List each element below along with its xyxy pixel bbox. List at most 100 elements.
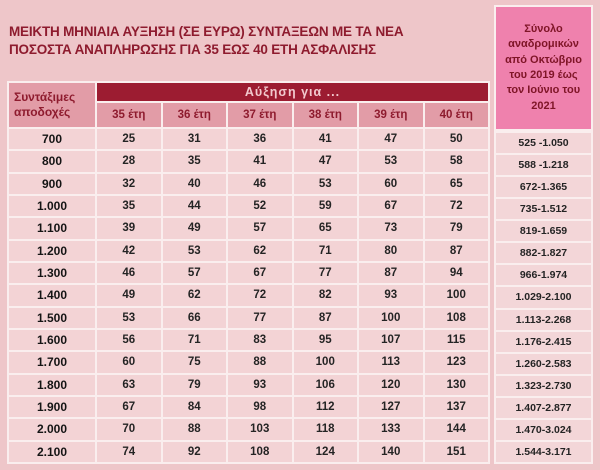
increase-cell: 83 [226,327,294,353]
table-header: Συντάξιμες αποδοχές Αύξηση για ... 35 έτ… [7,81,490,129]
table-row: 2.000 70 88 103 118 133 144 [7,417,490,442]
increase-cell: 84 [160,394,228,420]
retro-range-cell: 1.176-2.415 [494,331,593,354]
increase-cell: 82 [291,283,359,308]
year-header-cell: 39 έτη [357,101,425,129]
salary-cell: 2.100 [7,439,97,465]
increase-cell: 57 [226,216,294,241]
increase-cell: 41 [226,149,294,174]
increase-cell: 57 [160,260,228,286]
increase-cell: 72 [226,283,294,308]
increase-cell: 87 [357,260,425,286]
increase-cell: 53 [291,171,359,196]
salary-cell: 800 [7,149,97,174]
increase-cell: 71 [291,238,359,263]
retro-values: 525 -1.050 588 -1.218 672-1.365 735-1.512 81… [494,131,593,464]
increase-table: Συντάξιμες αποδοχές Αύξηση για ... 35 έτ… [7,81,490,465]
increase-cell: 75 [160,350,228,375]
increase-cell: 73 [357,216,425,241]
year-header-row: 35 έτη 36 έτη 37 έτη 38 έτη 39 έτη 40 έτ… [8,101,490,129]
increase-cell: 123 [422,350,490,375]
table-row: 1.900 67 84 98 112 127 137 [7,394,490,420]
increase-cell: 133 [357,417,425,442]
increase-cell: 31 [160,126,228,152]
increase-cell: 41 [291,126,359,152]
increase-cell: 87 [422,238,490,263]
retro-range-cell: 735-1.512 [494,199,593,222]
increase-cell: 151 [422,439,490,465]
increase-cell: 25 [95,126,163,152]
increase-cell: 56 [95,327,163,353]
increase-cell: 137 [422,394,490,420]
increase-cell: 100 [291,350,359,375]
group-header-cell: Αύξηση για ... [95,81,490,103]
increase-cell: 63 [95,372,163,397]
increase-cell: 112 [291,394,359,420]
retro-range-cell: 1.544-3.171 [494,441,593,464]
increase-cell: 118 [291,417,359,442]
increase-cell: 92 [160,439,228,465]
salary-cell: 700 [7,126,97,152]
increase-cell: 62 [226,238,294,263]
table-row: 1.700 60 75 88 100 113 123 [7,350,490,375]
main-column: ΜΕΙΚΤΗ ΜΗΝΙΑΙΑ ΑΥΞΗΣΗ (ΣΕ ΕΥΡΩ) ΣΥΝΤΑΞΕΩ… [7,5,490,465]
increase-cell: 40 [160,171,228,196]
table-row: 1.000 35 44 52 59 67 72 [7,193,490,219]
retro-range-cell: 525 -1.050 [494,131,593,156]
table-row: 2.100 74 92 108 124 140 151 [7,439,490,465]
year-header-cell: 36 έτη [160,101,228,129]
increase-cell: 80 [357,238,425,263]
table-title: ΜΕΙΚΤΗ ΜΗΝΙΑΙΑ ΑΥΞΗΣΗ (ΣΕ ΕΥΡΩ) ΣΥΝΤΑΞΕΩ… [7,5,490,81]
increase-cell: 52 [226,193,294,219]
salary-cell: 1.100 [7,216,97,241]
increase-cell: 53 [160,238,228,263]
salary-cell: 1.600 [7,327,97,353]
table-row: 1.500 53 66 77 87 100 108 [7,305,490,330]
increase-cell: 65 [422,171,490,196]
table-row: 900 32 40 46 53 60 65 [7,171,490,196]
increase-cell: 67 [226,260,294,286]
increase-cell: 106 [291,372,359,397]
salary-cell: 2.000 [7,417,97,442]
increase-cell: 60 [357,171,425,196]
table-row: 1.200 42 53 62 71 80 87 [7,238,490,263]
year-header-cell: 35 έτη [95,101,163,129]
salary-cell: 1.400 [7,283,97,308]
increase-cell: 39 [95,216,163,241]
year-header-cell: 38 έτη [291,101,359,129]
table-title-line-2: ΠΟΣΟΣΤΑ ΑΝΑΠΛΗΡΩΣΗΣ ΓΙΑ 35 ΕΩΣ 40 ΕΤΗ ΑΣ… [9,42,376,58]
retro-range-cell: 1.470-3.024 [494,419,593,442]
table-body: 700 25 31 36 41 47 50 800 28 35 41 47 53 58 900 32 40 46 5… [7,126,490,465]
increase-cell: 46 [226,171,294,196]
increase-cell: 67 [357,193,425,219]
salary-cell: 1.200 [7,238,97,263]
salary-cell: 900 [7,171,97,196]
increase-cell: 67 [95,394,163,420]
increase-cell: 47 [357,126,425,152]
corner-header-cell: Συντάξιμες αποδοχές [7,81,97,129]
group-header-row: Συντάξιμες αποδοχές Αύξηση για ... [7,81,490,129]
retro-range-cell: 1.407-2.877 [494,397,593,420]
increase-cell: 42 [95,238,163,263]
increase-cell: 77 [291,260,359,286]
increase-cell: 120 [357,372,425,397]
retro-range-cell: 588 -1.218 [494,155,593,178]
increase-cell: 74 [95,439,163,465]
retro-range-cell: 1.260-2.583 [494,353,593,376]
increase-cell: 46 [95,260,163,286]
increase-cell: 130 [422,372,490,397]
increase-cell: 58 [422,149,490,174]
table-row: 700 25 31 36 41 47 50 [7,126,490,152]
increase-cell: 49 [95,283,163,308]
increase-cell: 53 [95,305,163,330]
increase-cell: 60 [95,350,163,375]
retro-range-cell: 1.113-2.268 [494,309,593,332]
increase-cell: 127 [357,394,425,420]
retro-range-cell: 1.029-2.100 [494,287,593,310]
increase-cell: 36 [226,126,294,152]
increase-cell: 62 [160,283,228,308]
increase-cell: 87 [291,305,359,330]
salary-cell: 1.300 [7,260,97,286]
table-row: 1.300 46 57 67 77 87 94 [7,260,490,286]
increase-cell: 100 [422,283,490,308]
